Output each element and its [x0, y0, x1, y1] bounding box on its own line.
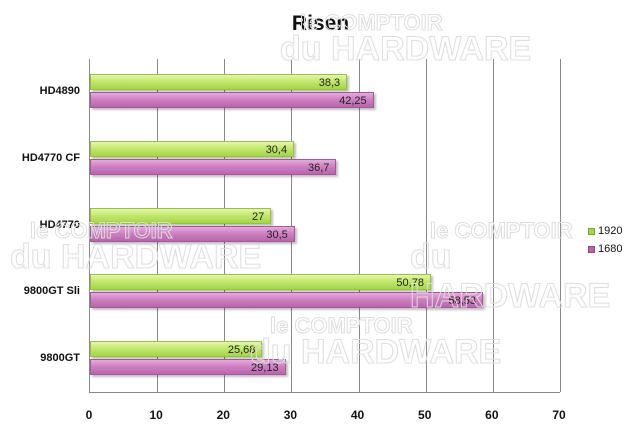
bar-1920: 30,4	[90, 140, 295, 157]
category-label: HD4890	[39, 85, 80, 98]
bar-1920: 50,78	[90, 274, 431, 291]
x-tick-label: 70	[552, 408, 566, 422]
watermark: du HARDWARE	[410, 238, 611, 316]
x-tick-label: 20	[216, 408, 230, 422]
watermark: du HARDWARE	[9, 238, 262, 277]
legend: 1920 1680	[588, 222, 622, 258]
x-tick-label: 0	[85, 408, 93, 422]
x-tick-label: 50	[418, 408, 432, 422]
watermark: le COMPTOIR	[30, 218, 174, 244]
legend-item-1680: 1680	[588, 240, 622, 258]
bar-1920: 27	[90, 207, 272, 224]
category-label: 9800GT	[40, 351, 80, 364]
watermark: du HARDWARE	[249, 333, 502, 372]
legend-swatch-1920	[588, 227, 595, 235]
x-tick-label: 40	[350, 408, 365, 422]
bar-1680: 42,25	[90, 92, 374, 109]
watermark: le COMPTOIR	[300, 10, 444, 36]
bar-1920: 25,68	[90, 340, 263, 357]
plot-area: 38,3 42,25 30,4 36,7 27 30,5 50,78 58,53 25,68 29…	[89, 59, 561, 393]
gridline	[425, 59, 427, 392]
bar-1680: 30,5	[90, 225, 295, 242]
category-label: HD4770	[39, 218, 80, 231]
watermark: le COMPTOIR	[270, 313, 414, 339]
gridline	[358, 59, 360, 392]
legend-swatch-1680	[588, 245, 595, 253]
legend-label: 1680	[598, 243, 623, 255]
watermark: le COMPTOIR	[430, 218, 574, 244]
category-label: HD4770 CF	[21, 151, 80, 164]
x-tick-label: 60	[485, 408, 499, 422]
chart-title: Risen	[291, 12, 350, 35]
bar-1680: 29,13	[90, 358, 286, 375]
bar-1680: 36,7	[90, 158, 337, 175]
category-label: 9800GT Sli	[23, 285, 80, 298]
gridline	[560, 59, 561, 392]
x-tick-label: 10	[149, 408, 163, 422]
legend-item-1920: 1920	[588, 222, 622, 240]
bar-1680: 58,53	[90, 292, 483, 309]
watermark: du HARDWARE	[279, 30, 532, 69]
bar-1920: 38,3	[90, 74, 348, 91]
gridline	[492, 59, 494, 392]
legend-label: 1920	[598, 225, 623, 237]
x-tick-label: 30	[283, 408, 298, 422]
